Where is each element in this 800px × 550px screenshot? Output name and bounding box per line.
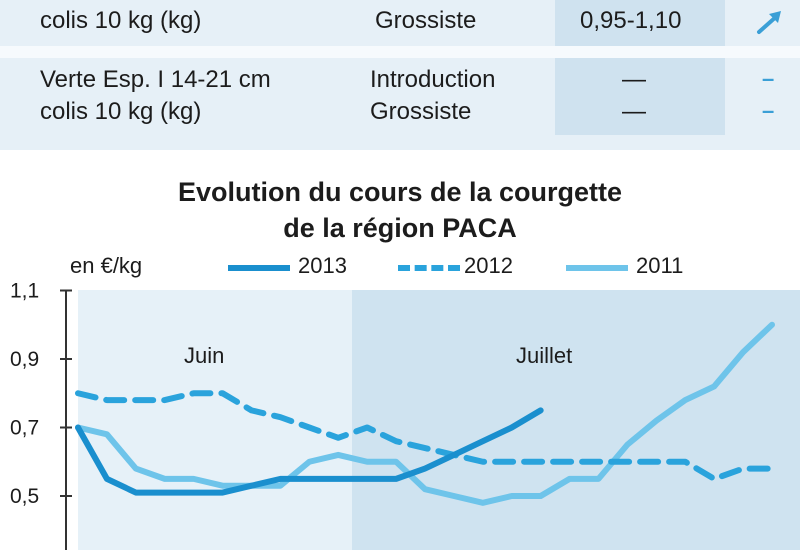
y-tick-label: 0,7 — [10, 417, 39, 440]
y-tick-label: 0,5 — [10, 485, 39, 508]
price-cell: 0,95-1,10 — [580, 7, 682, 34]
product-cell: colis 10 kg (kg) — [40, 98, 202, 125]
stage-cell: Introduction — [370, 66, 496, 93]
y-axis-unit-label: en €/kg — [70, 253, 143, 278]
series-line-2011 — [75, 321, 775, 506]
month-band-juillet — [352, 290, 800, 550]
month-label-juin: Juin — [184, 343, 224, 368]
stage-cell: Grossiste — [375, 7, 477, 34]
month-label-juillet: Juillet — [516, 343, 572, 368]
series-layer — [75, 321, 775, 506]
y-axis-ticks: 1,1 0,9 0,7 0,5 — [10, 280, 72, 508]
product-cell: colis 10 kg (kg) — [40, 7, 202, 34]
series-line-2012 — [75, 390, 775, 482]
price-cell: — — [622, 66, 646, 93]
row-separator — [0, 46, 800, 58]
y-tick-label: 1,1 — [10, 280, 39, 303]
legend-swatch-2011 — [566, 265, 628, 271]
product-cell: Verte Esp. I 14-21 cm — [40, 66, 271, 93]
stage-cell: Grossiste — [370, 98, 472, 125]
dash-icon: – — [762, 98, 775, 123]
legend-label: 2013 — [298, 253, 347, 278]
dash-icon: – — [762, 66, 775, 91]
price-table: colis 10 kg (kg) Grossiste 0,95-1,10 Ver… — [0, 0, 800, 150]
legend-label: 2011 — [636, 253, 684, 278]
legend-label: 2012 — [464, 253, 513, 278]
series-line-2013 — [75, 407, 544, 496]
legend-swatch-2013 — [228, 265, 290, 271]
legend-swatch-2012 — [398, 265, 460, 271]
price-cell: — — [622, 98, 646, 125]
y-tick-label: 0,9 — [10, 348, 39, 371]
chart-subtitle: de la région PACA — [283, 213, 517, 243]
price-column-highlight — [555, 0, 725, 135]
chart-title: Evolution du cours de la courgette — [177, 177, 623, 207]
month-band-juin — [78, 290, 352, 550]
up-arrow-icon — [757, 11, 781, 34]
